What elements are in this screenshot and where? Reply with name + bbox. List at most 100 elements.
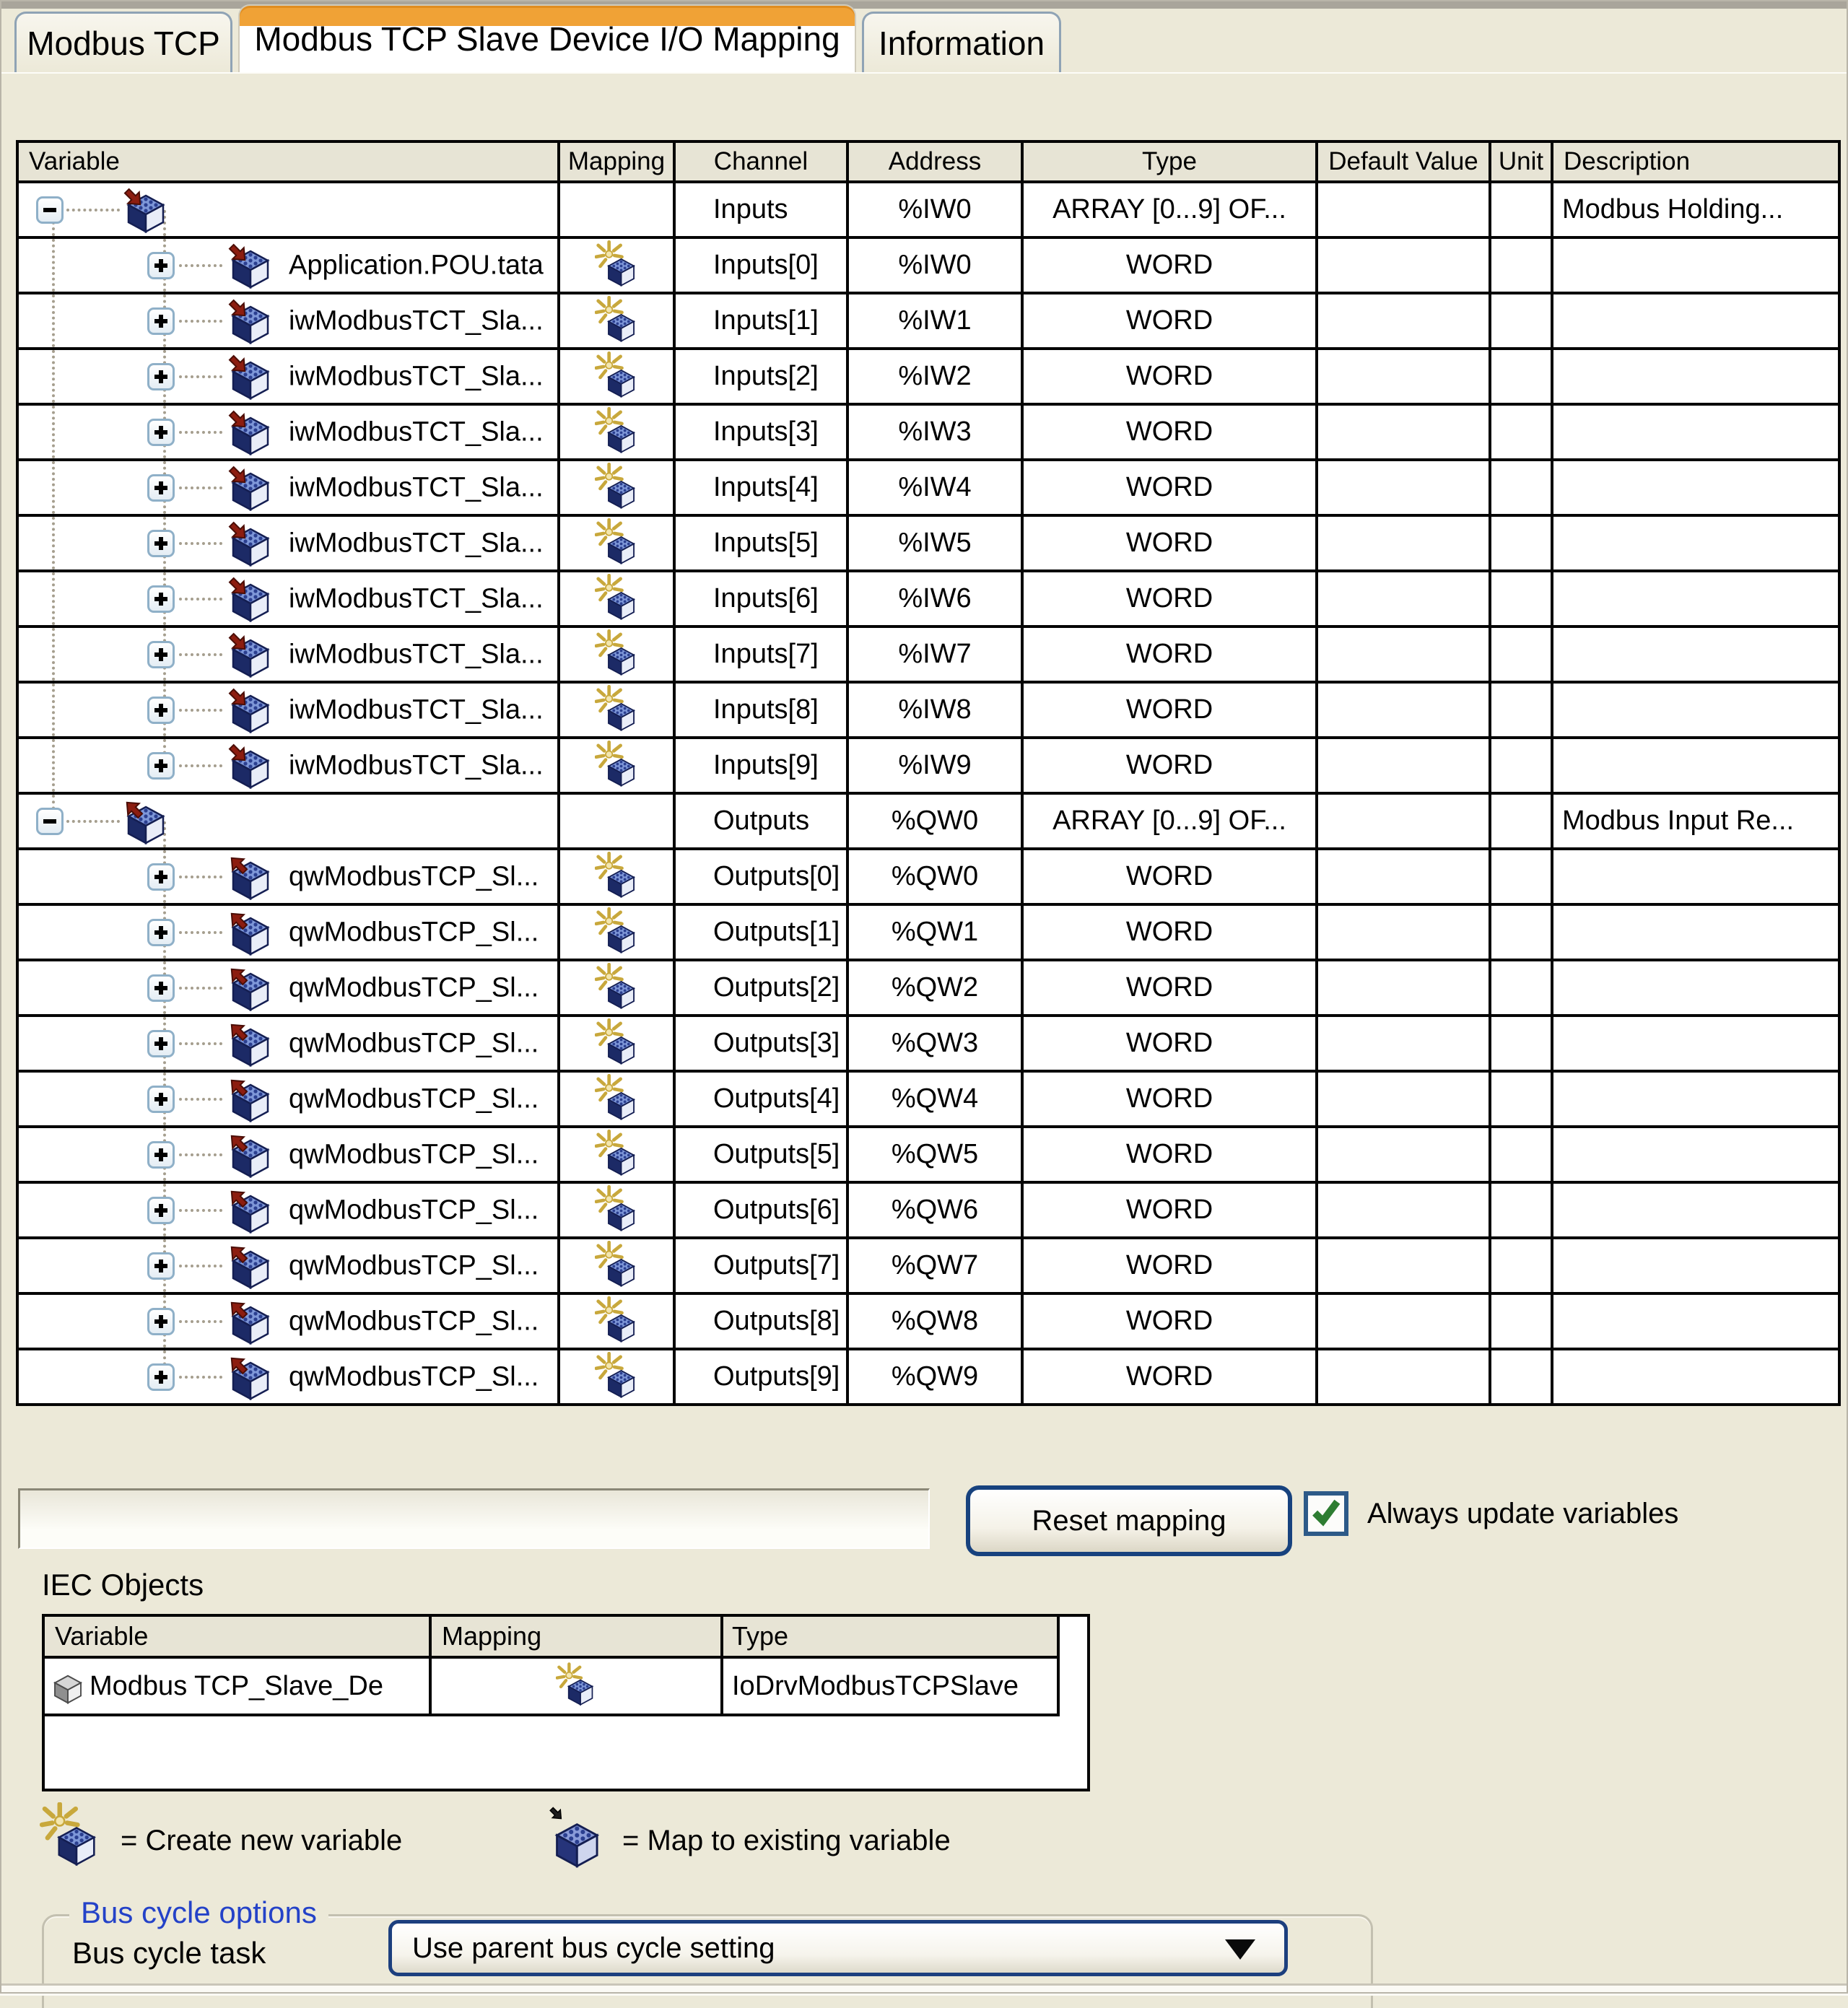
mapping-cell[interactable]: [557, 1070, 676, 1128]
variable-cell[interactable]: qwModbusTCP_Sl...: [16, 1125, 560, 1184]
address-cell[interactable]: %IW7: [846, 625, 1024, 684]
channel-row[interactable]: Application.POU.tata Inputs[0] %IW0 WORD: [16, 236, 1841, 294]
address-cell[interactable]: %QW4: [846, 1070, 1024, 1128]
channel-cell[interactable]: Inputs[5]: [673, 514, 849, 572]
channel-cell[interactable]: Inputs[9]: [673, 736, 849, 795]
mapping-cell[interactable]: [557, 1181, 676, 1239]
variable-cell[interactable]: iwModbusTCT_Sla...: [16, 625, 560, 684]
variable-cell[interactable]: [16, 180, 560, 239]
unit-cell[interactable]: [1489, 1292, 1553, 1350]
unit-cell[interactable]: [1489, 1125, 1553, 1184]
address-cell[interactable]: %IW3: [846, 403, 1024, 461]
tab-modbus-tcp-slave-io-mapping[interactable]: Modbus TCP Slave Device I/O Mapping: [238, 4, 856, 72]
mapping-cell[interactable]: [557, 792, 676, 850]
channel-row[interactable]: qwModbusTCP_Sl... Outputs[0] %QW0 WORD: [16, 847, 1841, 906]
description-cell[interactable]: [1551, 1236, 1841, 1295]
channel-cell[interactable]: Inputs[1]: [673, 292, 849, 350]
channel-row[interactable]: Outputs %QW0 ARRAY [0...9] OF... Modbus Inp…: [16, 792, 1841, 850]
expand-toggle[interactable]: [147, 974, 175, 1002]
channel-row[interactable]: iwModbusTCT_Sla... Inputs[2] %IW2 WORD: [16, 347, 1841, 406]
address-cell[interactable]: %QW6: [846, 1181, 1024, 1239]
default-value-cell[interactable]: [1315, 458, 1491, 517]
channel-cell[interactable]: Inputs[7]: [673, 625, 849, 684]
default-value-cell[interactable]: [1315, 625, 1491, 684]
default-value-cell[interactable]: [1315, 1236, 1491, 1295]
channel-row[interactable]: iwModbusTCT_Sla... Inputs[7] %IW7 WORD: [16, 625, 1841, 684]
variable-cell[interactable]: Application.POU.tata: [16, 236, 560, 294]
channel-cell[interactable]: Outputs[5]: [673, 1125, 849, 1184]
description-cell[interactable]: [1551, 959, 1841, 1017]
type-cell[interactable]: WORD: [1021, 625, 1318, 684]
channel-cell[interactable]: Inputs[0]: [673, 236, 849, 294]
description-cell[interactable]: [1551, 625, 1841, 684]
address-cell[interactable]: %IW1: [846, 292, 1024, 350]
expand-toggle[interactable]: [147, 640, 175, 668]
type-cell[interactable]: WORD: [1021, 681, 1318, 739]
default-value-cell[interactable]: [1315, 736, 1491, 795]
unit-cell[interactable]: [1489, 569, 1553, 628]
expand-toggle[interactable]: [147, 1029, 175, 1057]
description-cell[interactable]: [1551, 1181, 1841, 1239]
type-cell[interactable]: WORD: [1021, 458, 1318, 517]
default-value-cell[interactable]: [1315, 792, 1491, 850]
variable-cell[interactable]: qwModbusTCP_Sl...: [16, 1014, 560, 1073]
mapping-cell[interactable]: [557, 1292, 676, 1350]
unit-cell[interactable]: [1489, 903, 1553, 961]
unit-cell[interactable]: [1489, 292, 1553, 350]
address-cell[interactable]: %QW5: [846, 1125, 1024, 1184]
channel-row[interactable]: qwModbusTCP_Sl... Outputs[9] %QW9 WORD: [16, 1348, 1841, 1406]
channel-cell[interactable]: Outputs[3]: [673, 1014, 849, 1073]
description-cell[interactable]: [1551, 1292, 1841, 1350]
variable-cell[interactable]: iwModbusTCT_Sla...: [16, 403, 560, 461]
mapping-cell[interactable]: [557, 1236, 676, 1295]
address-cell[interactable]: %QW9: [846, 1348, 1024, 1406]
channel-cell[interactable]: Inputs[3]: [673, 403, 849, 461]
channel-row[interactable]: iwModbusTCT_Sla... Inputs[4] %IW4 WORD: [16, 458, 1841, 517]
channel-row[interactable]: iwModbusTCT_Sla... Inputs[3] %IW3 WORD: [16, 403, 1841, 461]
description-cell[interactable]: [1551, 847, 1841, 906]
expand-toggle[interactable]: [147, 362, 175, 390]
channel-cell[interactable]: Inputs[6]: [673, 569, 849, 628]
address-cell[interactable]: %QW8: [846, 1292, 1024, 1350]
channel-row[interactable]: qwModbusTCP_Sl... Outputs[8] %QW8 WORD: [16, 1292, 1841, 1350]
address-cell[interactable]: %QW1: [846, 903, 1024, 961]
expand-toggle[interactable]: [147, 863, 175, 891]
unit-cell[interactable]: [1489, 1070, 1553, 1128]
expand-toggle[interactable]: [147, 473, 175, 502]
expand-toggle[interactable]: [147, 585, 175, 613]
unit-cell[interactable]: [1489, 236, 1553, 294]
expand-toggle[interactable]: [147, 1307, 175, 1335]
address-cell[interactable]: %IW4: [846, 458, 1024, 517]
address-cell[interactable]: %QW7: [846, 1236, 1024, 1295]
default-value-cell[interactable]: [1315, 681, 1491, 739]
expand-toggle[interactable]: [147, 1196, 175, 1224]
description-cell[interactable]: Modbus Input Re...: [1551, 792, 1841, 850]
default-value-cell[interactable]: [1315, 347, 1491, 406]
description-cell[interactable]: [1551, 514, 1841, 572]
type-cell[interactable]: WORD: [1021, 736, 1318, 795]
type-cell[interactable]: ARRAY [0...9] OF...: [1021, 792, 1318, 850]
iec-mapping-cell[interactable]: [432, 1659, 723, 1716]
expand-toggle[interactable]: [147, 918, 175, 946]
default-value-cell[interactable]: [1315, 514, 1491, 572]
default-value-cell[interactable]: [1315, 292, 1491, 350]
variable-cell[interactable]: iwModbusTCT_Sla...: [16, 458, 560, 517]
description-cell[interactable]: [1551, 347, 1841, 406]
always-update-checkbox[interactable]: [1304, 1491, 1348, 1536]
variable-cell[interactable]: qwModbusTCP_Sl...: [16, 1236, 560, 1295]
type-cell[interactable]: WORD: [1021, 236, 1318, 294]
unit-cell[interactable]: [1489, 736, 1553, 795]
collapse-toggle[interactable]: [36, 807, 64, 835]
type-cell[interactable]: WORD: [1021, 1181, 1318, 1239]
channel-cell[interactable]: Inputs[2]: [673, 347, 849, 406]
description-cell[interactable]: [1551, 1125, 1841, 1184]
iec-type-cell[interactable]: IoDrvModbusTCPSlave: [723, 1659, 1060, 1716]
unit-cell[interactable]: [1489, 847, 1553, 906]
type-cell[interactable]: WORD: [1021, 347, 1318, 406]
unit-cell[interactable]: [1489, 1236, 1553, 1295]
default-value-cell[interactable]: [1315, 959, 1491, 1017]
channel-cell[interactable]: Inputs[4]: [673, 458, 849, 517]
unit-cell[interactable]: [1489, 792, 1553, 850]
type-cell[interactable]: WORD: [1021, 847, 1318, 906]
channel-row[interactable]: qwModbusTCP_Sl... Outputs[6] %QW6 WORD: [16, 1181, 1841, 1239]
